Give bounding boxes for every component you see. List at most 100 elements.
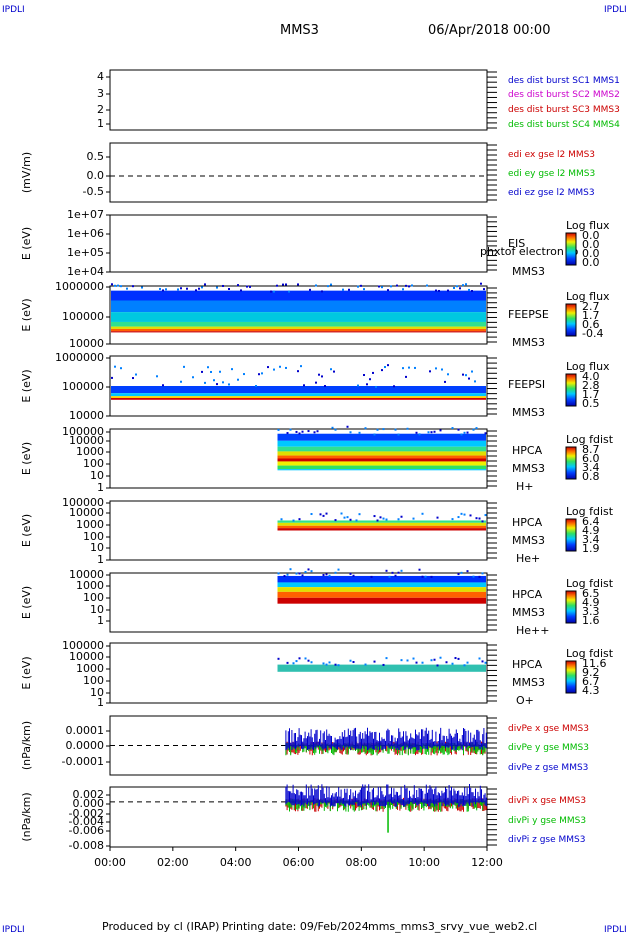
speckle <box>451 662 454 665</box>
spectrogram-band <box>277 582 486 588</box>
colorbar-title: Log fdist <box>566 647 614 660</box>
speckle <box>192 376 194 379</box>
x-tick-label: 02:00 <box>157 856 189 869</box>
speckle <box>415 661 418 664</box>
x-tick-label: 04:00 <box>220 856 252 869</box>
speckle <box>385 518 388 521</box>
speckle <box>421 575 424 578</box>
speckle <box>177 288 179 291</box>
speckle <box>414 366 416 369</box>
y-tick-label: 100 <box>83 591 104 604</box>
speckle <box>298 518 301 521</box>
speckle <box>451 427 454 430</box>
legend-entry: divPe z gse MMS3 <box>508 763 588 773</box>
speckle <box>285 283 287 286</box>
speckle <box>292 662 295 665</box>
y-tick-label: 1 <box>97 481 104 494</box>
y-tick-label: 10000 <box>69 568 104 581</box>
speckle <box>405 375 407 378</box>
y-tick-label: 1e+05 <box>67 246 104 259</box>
speckle <box>261 372 263 375</box>
speckle <box>472 428 475 431</box>
y-tick-label: 10000 <box>69 506 104 519</box>
y-tick-label: 0.0000 <box>66 739 105 752</box>
speckle <box>460 433 463 436</box>
y-tick-label: 2 <box>97 103 104 116</box>
speckle <box>195 289 197 292</box>
spectrogram-band <box>111 386 486 394</box>
speckle <box>475 517 478 520</box>
speckle <box>406 659 409 662</box>
speckle <box>357 384 359 387</box>
speckle <box>460 571 463 574</box>
y-axis-label: E (eV) <box>20 369 33 402</box>
speckle <box>156 375 158 378</box>
speckle <box>286 432 289 435</box>
footer-produced-by: Produced by cl (IRAP) <box>102 920 219 933</box>
spacecraft-label: MMS3 <box>512 406 545 419</box>
colorbar-tick-label: 2.8 <box>582 379 600 392</box>
speckle <box>315 381 317 384</box>
speckle <box>277 657 280 660</box>
speckle <box>282 283 284 286</box>
speckle <box>376 428 379 431</box>
y-tick-label: 10000 <box>69 337 104 350</box>
panel-frame <box>109 214 488 273</box>
speckle <box>201 286 203 289</box>
speckle <box>424 575 427 578</box>
speckle <box>334 519 337 522</box>
speckle <box>370 575 373 578</box>
y-tick-label: 1000 <box>76 662 104 675</box>
legend-entry: des dist burst SC1 MMS1 <box>508 76 620 86</box>
speckle <box>385 657 388 660</box>
speckle <box>111 283 113 286</box>
speckle <box>430 575 433 578</box>
colorbar-tick-label: 0.5 <box>582 397 600 410</box>
legend-entry: divPi z gse MMS3 <box>508 835 585 845</box>
speckle <box>355 519 358 522</box>
speckle <box>180 380 182 383</box>
y-axis-label: E (eV) <box>20 514 33 547</box>
speckle <box>418 568 421 571</box>
speckle <box>382 663 385 666</box>
speckle <box>384 366 386 369</box>
speckle <box>478 517 481 520</box>
speckle <box>483 288 485 291</box>
spectrogram-band <box>277 440 486 447</box>
speckle <box>237 378 239 381</box>
legend-entry: divPe x gse MMS3 <box>508 724 589 734</box>
speckle <box>457 657 460 660</box>
speckle <box>436 516 439 519</box>
speckle <box>126 287 128 290</box>
speckle <box>132 285 134 288</box>
speckle <box>465 283 467 286</box>
spectrogram <box>277 568 486 604</box>
speckle <box>328 574 331 577</box>
legend-entry: des dist burst SC3 MMS3 <box>508 105 620 115</box>
speckle <box>394 428 397 431</box>
y-axis-label: (mV/m) <box>20 152 33 193</box>
speckle <box>430 431 433 434</box>
colorbar-tick-label: 4.9 <box>582 524 600 537</box>
legend-entry: edi ez gse l2 MMS3 <box>508 188 595 198</box>
speckle <box>484 432 487 435</box>
y-tick-label: -0.002 <box>69 807 104 820</box>
spectrogram <box>277 425 487 471</box>
speckle <box>352 574 355 577</box>
speckle <box>298 657 301 660</box>
colorbar-tick-label: 0.0 <box>582 247 600 260</box>
y-axis-label: (nPa/km) <box>20 792 33 841</box>
speckle <box>204 381 206 384</box>
speckle <box>481 572 484 575</box>
speckle <box>435 289 437 292</box>
panel-feeps_i: 1000000 100000 10000 E (eV) FEEPSI MMS3 Log fl… <box>20 351 610 422</box>
speckle <box>159 287 161 290</box>
y-axis-label: E (eV) <box>20 227 33 260</box>
speckle <box>340 512 343 515</box>
speckle <box>394 574 397 577</box>
spectrogram <box>277 656 487 672</box>
speckle <box>366 383 368 386</box>
panel-burst: 12 3 4 des dist burst SC1 MMS1 des dist burs… <box>97 69 620 131</box>
speckle <box>322 662 325 665</box>
